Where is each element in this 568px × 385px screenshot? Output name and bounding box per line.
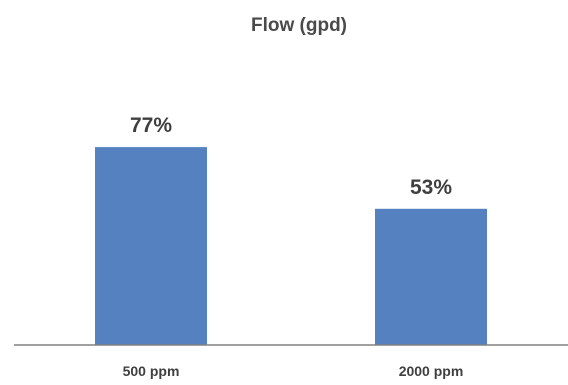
bar-0 bbox=[95, 147, 207, 345]
data-label-0: 77% bbox=[130, 114, 172, 137]
chart-title: Flow (gpd) bbox=[251, 15, 347, 36]
data-label-1: 53% bbox=[410, 176, 452, 199]
bars-group: 77% 500 ppm 53% 2000 ppm bbox=[95, 114, 487, 379]
x-tick-label-1: 2000 ppm bbox=[399, 363, 464, 379]
bar-1 bbox=[375, 208, 487, 345]
x-tick-label-0: 500 ppm bbox=[123, 363, 180, 379]
